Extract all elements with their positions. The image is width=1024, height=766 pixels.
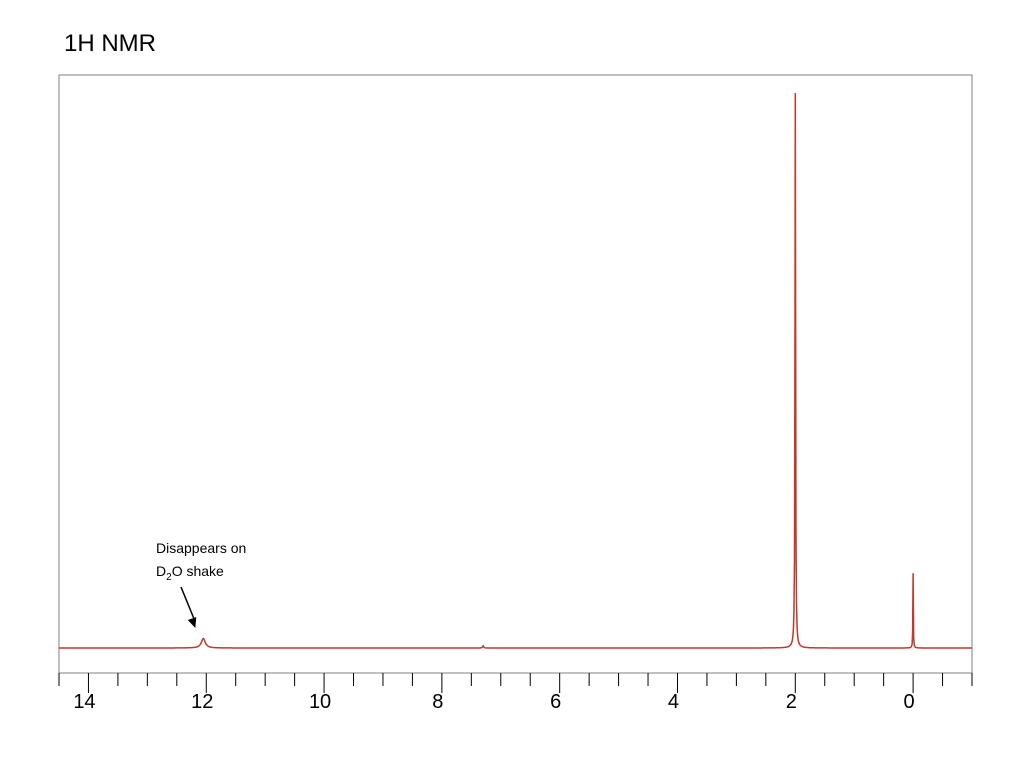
chart-title: 1H NMR bbox=[64, 30, 157, 57]
x-tick-label: 14 bbox=[73, 691, 95, 713]
x-tick-label: 8 bbox=[432, 691, 443, 713]
spectrum-line bbox=[59, 92, 972, 649]
x-tick-label: 2 bbox=[786, 691, 797, 713]
plot-frame bbox=[58, 74, 973, 674]
annotation-line2: D2O shake bbox=[156, 563, 224, 583]
x-tick-label: 12 bbox=[191, 691, 213, 713]
annotation-line1: Disappears on bbox=[156, 540, 246, 556]
x-tick-label: 0 bbox=[904, 691, 915, 713]
x-axis-ticks bbox=[58, 673, 973, 693]
x-tick-label: 6 bbox=[550, 691, 561, 713]
annotation-arrow bbox=[180, 586, 197, 623]
x-tick-label: 10 bbox=[309, 691, 331, 713]
x-axis-tick-labels: 14 12 10 8 6 4 2 0 bbox=[73, 691, 914, 713]
x-tick-label: 4 bbox=[668, 691, 679, 713]
annotation-arrowhead bbox=[187, 617, 197, 628]
annotation: Disappears on D2O shake bbox=[156, 540, 246, 628]
